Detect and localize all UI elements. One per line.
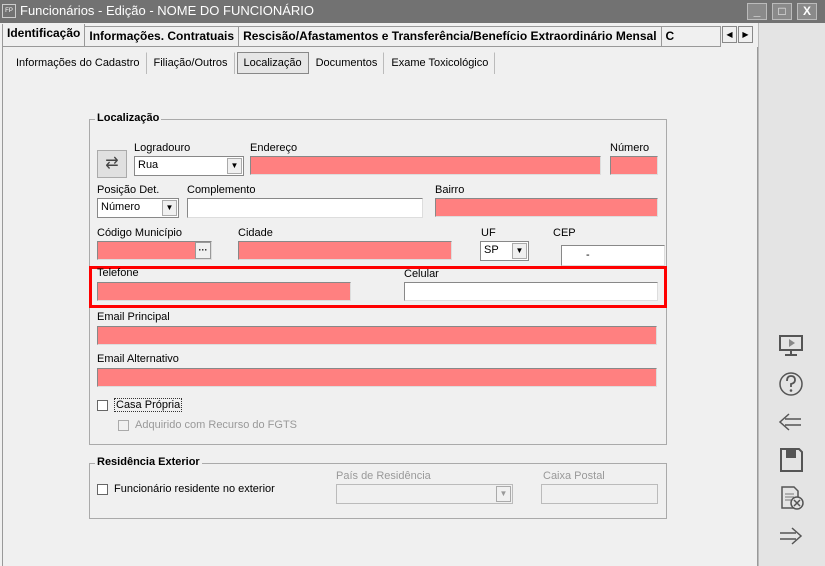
uf-value: SP	[484, 244, 499, 256]
localizacao-title: Localização	[95, 112, 162, 124]
tab-more[interactable]: C	[661, 26, 721, 46]
celular-input[interactable]	[404, 282, 658, 301]
sub-tabs: Informações do Cadastro Filiação/Outros …	[9, 52, 496, 74]
uf-select[interactable]: SP ▼	[480, 241, 529, 261]
logradouro-select[interactable]: Rua ▼	[134, 156, 244, 176]
subtab-filiacao[interactable]: Filiação/Outros	[147, 52, 235, 74]
fgts-checkbox[interactable]	[118, 420, 129, 431]
numero-input[interactable]	[610, 156, 658, 175]
caixa-postal-input[interactable]	[541, 484, 658, 504]
uf-label: UF	[481, 227, 496, 239]
subtab-informacoes-cadastro[interactable]: Informações do Cadastro	[9, 52, 147, 74]
bairro-label: Bairro	[435, 184, 465, 196]
fgts-label: Adquirido com Recurso do FGTS	[135, 419, 298, 431]
tab-scroll-left-icon[interactable]: ◀	[722, 26, 737, 43]
search-municipio-button[interactable]: ···	[195, 242, 211, 259]
email-alternativo-label: Email Alternativo	[97, 353, 179, 365]
tab-informacoes-contratuais[interactable]: Informações. Contratuais	[85, 26, 240, 46]
subtab-localizacao[interactable]: Localização	[236, 52, 309, 74]
celular-label: Celular	[404, 268, 439, 280]
tab-content	[2, 47, 758, 566]
endereco-input[interactable]	[250, 156, 601, 175]
title-bar: FP Funcionários - Edição - NOME DO FUNCI…	[0, 0, 825, 23]
posicao-select[interactable]: Número ▼	[97, 198, 179, 218]
casa-propria-label[interactable]: Casa Própria	[114, 398, 183, 412]
residente-checkbox[interactable]	[97, 484, 108, 495]
main-tabs: Identificação Informações. Contratuais R…	[2, 24, 721, 47]
cidade-label: Cidade	[238, 227, 273, 239]
cep-label: CEP	[553, 227, 576, 239]
chevron-down-icon: ▼	[162, 200, 177, 216]
posicao-value: Número	[101, 201, 141, 213]
swap-address-icon[interactable]: ⇄	[97, 150, 127, 178]
caixa-postal-label: Caixa Postal	[543, 470, 605, 482]
chevron-down-icon: ▼	[512, 243, 527, 259]
logradouro-label: Logradouro	[134, 142, 191, 154]
maximize-button[interactable]: □	[772, 3, 792, 20]
tab-identificacao[interactable]: Identificação	[2, 24, 86, 46]
tab-scroll-right-icon[interactable]: ▶	[738, 26, 753, 43]
highlight-box	[89, 266, 667, 308]
cancel-document-icon[interactable]	[777, 485, 805, 511]
help-icon[interactable]	[777, 371, 805, 397]
complemento-input[interactable]	[187, 198, 423, 218]
minimize-button[interactable]: _	[747, 3, 767, 20]
action-panel	[758, 23, 825, 566]
chevron-down-icon: ▼	[227, 158, 242, 174]
chevron-down-icon: ▼	[496, 486, 511, 502]
logradouro-value: Rua	[138, 159, 159, 171]
telefone-label: Telefone	[97, 267, 139, 279]
residencia-title: Residência Exterior	[95, 456, 202, 468]
cidade-input[interactable]	[238, 241, 452, 260]
cep-input[interactable]: -	[561, 245, 665, 266]
residente-label: Funcionário residente no exterior	[114, 483, 275, 495]
window-title: Funcionários - Edição - NOME DO FUNCIONÁ…	[20, 3, 315, 18]
email-principal-label: Email Principal	[97, 311, 170, 323]
back-arrow-icon[interactable]	[777, 409, 805, 435]
bairro-input[interactable]	[435, 198, 658, 217]
tab-rescisao[interactable]: Rescisão/Afastamentos e Transferência/Be…	[239, 26, 662, 46]
subtab-documentos[interactable]: Documentos	[309, 52, 385, 74]
close-button[interactable]: X	[797, 3, 817, 20]
preview-icon[interactable]	[777, 333, 805, 359]
codigo-municipio-label: Código Município	[97, 227, 182, 239]
endereco-label: Endereço	[250, 142, 298, 154]
email-principal-input[interactable]	[97, 326, 657, 345]
email-alternativo-input[interactable]	[97, 368, 657, 387]
casa-propria-checkbox[interactable]	[97, 400, 108, 411]
save-icon[interactable]	[777, 447, 805, 473]
app-icon: FP	[2, 4, 16, 18]
complemento-label: Complemento	[187, 184, 256, 196]
pais-select[interactable]: ▼	[336, 484, 513, 504]
posicao-label: Posição Det.	[97, 184, 160, 196]
telefone-input[interactable]	[97, 282, 351, 301]
numero-label: Número	[610, 142, 650, 154]
codigo-municipio-input[interactable]	[97, 241, 212, 260]
forward-arrow-icon[interactable]	[777, 523, 805, 549]
residencia-group	[89, 463, 667, 519]
pais-label: País de Residência	[336, 470, 431, 482]
subtab-exame-toxicologico[interactable]: Exame Toxicológico	[384, 52, 496, 74]
